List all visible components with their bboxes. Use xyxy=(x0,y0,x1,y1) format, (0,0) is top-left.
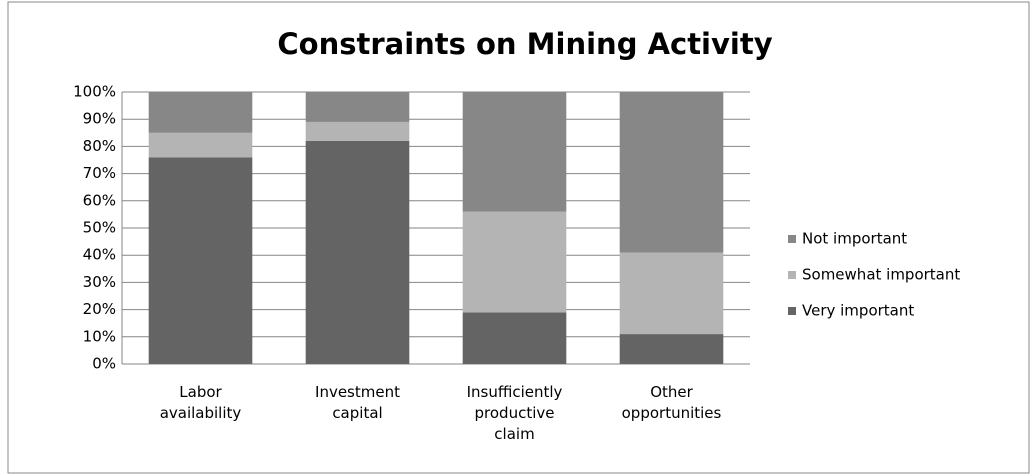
legend-swatch xyxy=(788,235,796,243)
y-tick-label: 20% xyxy=(83,300,116,318)
x-tick-label: Labor availability xyxy=(159,383,242,422)
y-tick-label: 100% xyxy=(73,83,116,101)
x-tick-label: Insufficiently productive claim xyxy=(466,383,563,443)
bar-segment xyxy=(462,92,567,212)
x-tick-label: Other opportunities xyxy=(621,383,722,422)
bar-segment xyxy=(619,334,724,364)
y-tick-label: 40% xyxy=(83,246,116,264)
bar-segment xyxy=(148,92,253,133)
y-tick-label: 60% xyxy=(83,191,116,209)
bar-segment xyxy=(619,252,724,335)
y-tick-label: 0% xyxy=(92,355,116,373)
y-tick-label: 70% xyxy=(83,164,116,182)
legend-label: Very important xyxy=(802,302,914,320)
legend-label: Not important xyxy=(802,230,907,248)
bar-segment xyxy=(619,92,724,253)
y-tick-label: 90% xyxy=(83,110,116,128)
bar-segment xyxy=(305,92,410,122)
chart-title: Constraints on Mining Activity xyxy=(277,27,772,61)
y-tick-label: 50% xyxy=(83,219,116,237)
bar-segment xyxy=(305,140,410,364)
bar-segment xyxy=(462,312,567,364)
bar-segment xyxy=(462,211,567,313)
y-tick-label: 10% xyxy=(83,327,116,345)
bar-segment xyxy=(148,157,253,364)
x-tick-label: Investment capital xyxy=(315,383,400,422)
legend-swatch xyxy=(788,307,796,315)
bar-segment xyxy=(305,121,410,141)
legend-swatch xyxy=(788,271,796,279)
legend-label: Somewhat important xyxy=(802,266,960,284)
y-tick-label: 80% xyxy=(83,137,116,155)
y-tick-label: 30% xyxy=(83,273,116,291)
bar-segment xyxy=(148,132,253,158)
